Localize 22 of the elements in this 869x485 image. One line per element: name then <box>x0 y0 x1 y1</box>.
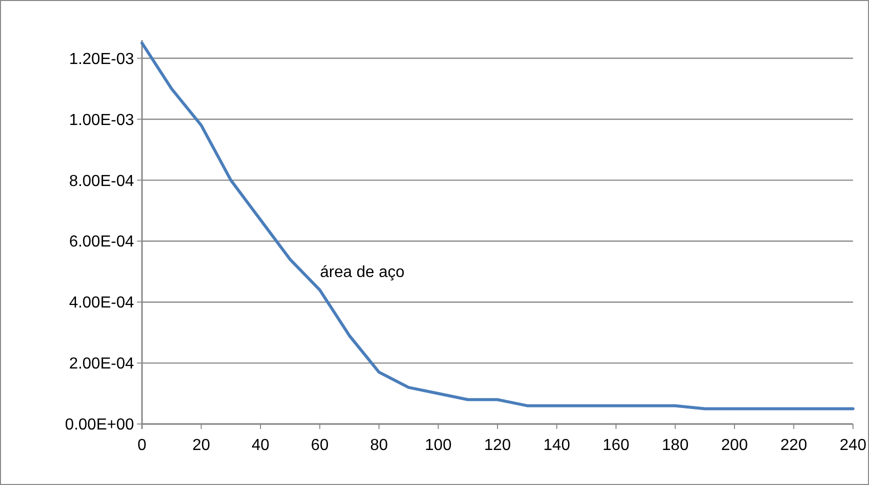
x-tick-label: 0 <box>138 437 147 454</box>
y-tick-label: 1.20E-03 <box>69 50 134 68</box>
x-tick-label: 200 <box>721 437 748 454</box>
y-tick-label: 8.00E-04 <box>69 172 134 190</box>
y-tick-label: 6.00E-04 <box>69 234 134 251</box>
x-tick-label: 20 <box>192 437 210 454</box>
x-tick-label: 100 <box>424 437 452 454</box>
line-series <box>140 42 854 410</box>
x-tick-label: 40 <box>252 437 270 454</box>
x-tick-label: 140 <box>543 437 570 454</box>
x-tick-label: 240 <box>840 437 866 454</box>
y-tick-label: 1.00E-03 <box>69 112 134 129</box>
x-tick-label: 60 <box>310 437 329 454</box>
x-tick-label: 180 <box>662 437 689 454</box>
annotation: área de aço <box>320 264 405 281</box>
x-tick-label: 220 <box>780 437 808 454</box>
y-tick-label: 2.00E-04 <box>69 356 134 373</box>
y-tick-label: 4.00E-04 <box>69 294 134 312</box>
x-tick-label: 80 <box>370 437 388 454</box>
x-tick-label: 160 <box>602 437 630 454</box>
x-tick-label: 120 <box>484 437 511 454</box>
y-tick-label: 0.00E+00 <box>65 416 134 434</box>
